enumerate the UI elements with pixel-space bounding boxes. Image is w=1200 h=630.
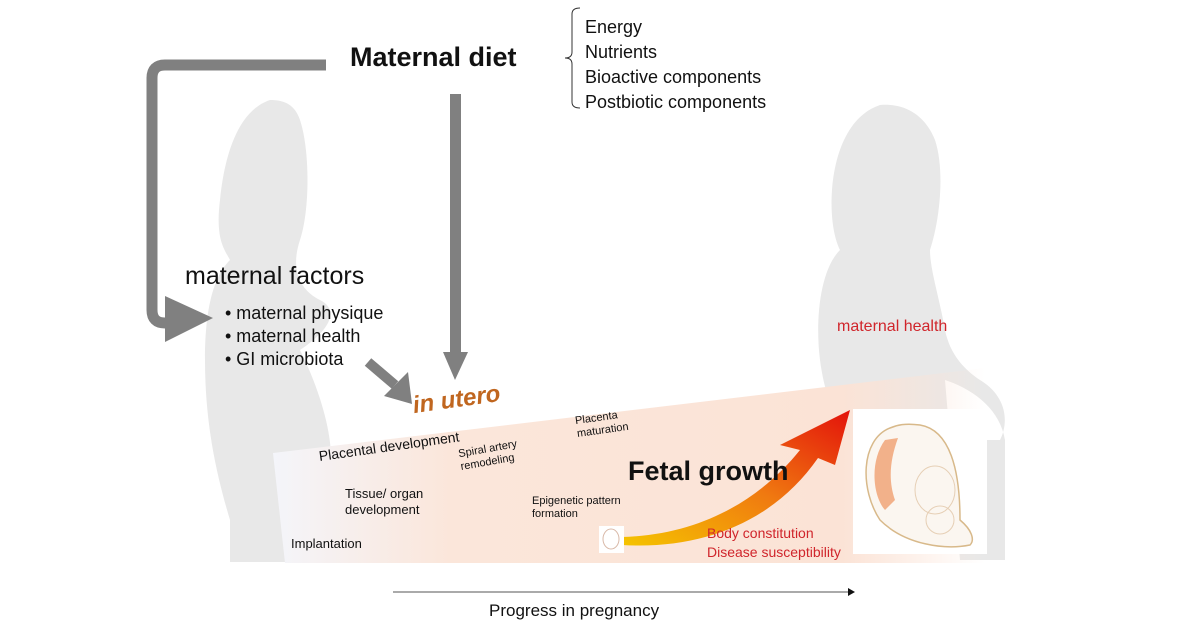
progress-axis-label: Progress in pregnancy	[489, 601, 660, 620]
epigenetic-label: Epigenetic pattern formation	[532, 495, 621, 520]
diet-item-energy: Energy	[585, 17, 643, 37]
fetal-growth-label: Fetal growth	[628, 456, 789, 486]
implantation-label: Implantation	[291, 536, 362, 551]
outcomes-list: Body constitution Disease susceptibility	[707, 524, 841, 562]
tissue-organ-label: Tissue/ organ development	[345, 486, 424, 517]
factor-microbiota: • GI microbiota	[225, 349, 344, 369]
progress-axis-head	[848, 588, 855, 596]
diagonal-arrow-head	[384, 372, 412, 404]
diagonal-arrow-shaft	[364, 358, 399, 389]
down-arrow-shaft	[450, 94, 461, 352]
diet-item-postbiotic: Postbiotic components	[585, 92, 767, 112]
growth-arrow	[622, 410, 850, 546]
loop-arrow-head	[165, 296, 213, 342]
outcome-disease-susceptibility: Disease susceptibility	[707, 544, 841, 560]
maternal-factors-list: • maternal physique • maternal health • …	[225, 302, 383, 371]
outcome-body-constitution: Body constitution	[707, 525, 814, 541]
down-arrow-head	[443, 352, 468, 380]
maternal-diet-title: Maternal diet	[350, 42, 517, 72]
diet-components-list: Energy Nutrients Bioactive components Po…	[585, 15, 766, 115]
diet-item-nutrients: Nutrients	[585, 42, 658, 62]
factor-physique: • maternal physique	[225, 303, 384, 323]
maternal-factors-title: maternal factors	[185, 262, 365, 290]
factor-health: • maternal health	[225, 326, 361, 346]
brace	[564, 7, 581, 109]
loop-arrow	[146, 59, 326, 329]
diet-item-bioactive: Bioactive components	[585, 67, 762, 87]
maternal-health-label: maternal health	[837, 318, 948, 335]
in-utero-band	[273, 368, 985, 563]
mother-silhouette-left	[205, 100, 331, 562]
